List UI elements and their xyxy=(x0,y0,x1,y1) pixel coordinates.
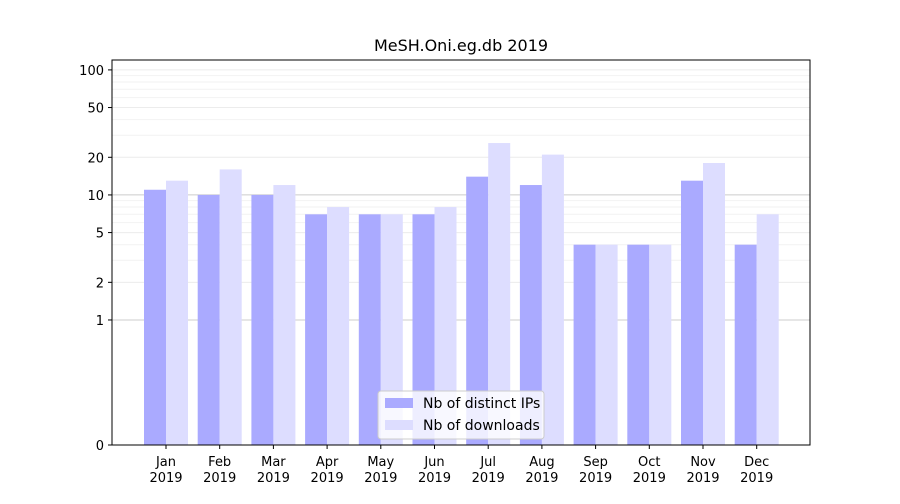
bar-downloads xyxy=(327,207,350,445)
bar-downloads xyxy=(703,163,725,445)
bar-downloads xyxy=(488,143,511,445)
x-axis: Jan2019Feb2019Mar2019Apr2019May2019Jun20… xyxy=(149,445,773,486)
bar-downloads xyxy=(273,185,296,445)
x-tick-label-month: Oct xyxy=(638,455,660,470)
y-tick-label: 50 xyxy=(87,102,104,117)
bar-distinct-ips xyxy=(412,214,435,445)
bar-downloads xyxy=(380,214,403,445)
bar-downloads xyxy=(219,169,242,445)
x-tick-label-month: Jul xyxy=(479,455,496,470)
x-tick-label-month: Sep xyxy=(583,455,608,470)
y-tick-label: 10 xyxy=(87,189,104,204)
y-axis: 0 1 2 5 10 20 50 100 xyxy=(79,64,112,454)
plot-frame xyxy=(111,59,811,446)
y-tick-label: 100 xyxy=(79,64,104,79)
bar-downloads xyxy=(595,244,618,445)
bar-distinct-ips xyxy=(197,194,220,445)
y-tick-label: 20 xyxy=(87,151,104,166)
x-tick-label-year: 2019 xyxy=(364,471,397,486)
x-tick-label-year: 2019 xyxy=(311,471,344,486)
x-tick-label-month: Apr xyxy=(316,455,339,470)
x-tick-label-year: 2019 xyxy=(525,471,558,486)
x-tick-label-month: Jan xyxy=(155,455,176,470)
bar-downloads xyxy=(166,180,188,445)
bar-distinct-ips xyxy=(305,214,328,445)
bar-downloads xyxy=(434,207,457,445)
legend-swatch-distinct-ips xyxy=(385,398,413,408)
x-tick-label-month: Dec xyxy=(744,455,769,470)
chart-title: MeSH.Oni.eg.db 2019 xyxy=(374,36,548,55)
bar-downloads xyxy=(541,154,564,446)
legend: Nb of distinct IPs Nb of downloads xyxy=(377,390,545,440)
bar-distinct-ips xyxy=(251,194,274,445)
bar-distinct-ips xyxy=(144,189,166,445)
bar-distinct-ips xyxy=(573,244,596,445)
bar-distinct-ips xyxy=(681,180,703,445)
bar-distinct-ips xyxy=(734,244,757,445)
bar-distinct-ips xyxy=(519,185,542,445)
x-tick-label-month: Feb xyxy=(208,455,231,470)
y-tick-label: 2 xyxy=(96,276,104,291)
bars-layer xyxy=(144,143,779,446)
y-tick-label: 0 xyxy=(96,439,104,454)
bar-downloads xyxy=(649,244,672,445)
x-tick-label-year: 2019 xyxy=(579,471,612,486)
x-tick-label-month: Nov xyxy=(690,455,716,470)
bar-distinct-ips xyxy=(627,244,650,445)
legend-box xyxy=(377,390,545,440)
bar-distinct-ips xyxy=(466,176,489,445)
y-tick-label: 5 xyxy=(96,227,104,242)
x-tick-label-year: 2019 xyxy=(203,471,236,486)
legend-swatch-downloads xyxy=(385,420,413,430)
x-tick-label-year: 2019 xyxy=(740,471,773,486)
legend-label-downloads: Nb of downloads xyxy=(423,418,540,434)
x-tick-label-year: 2019 xyxy=(257,471,290,486)
bar-downloads xyxy=(756,214,779,445)
x-tick-label-year: 2019 xyxy=(149,471,182,486)
x-tick-label-month: Mar xyxy=(261,455,286,470)
x-tick-label-month: May xyxy=(367,455,394,470)
legend-label-distinct-ips: Nb of distinct IPs xyxy=(423,396,540,412)
x-tick-label-year: 2019 xyxy=(633,471,666,486)
x-tick-label-month: Jun xyxy=(423,455,444,470)
x-tick-label-year: 2019 xyxy=(472,471,505,486)
x-tick-label-year: 2019 xyxy=(686,471,719,486)
bar-distinct-ips xyxy=(358,214,381,445)
x-tick-label-month: Aug xyxy=(529,455,554,470)
y-tick-label: 1 xyxy=(96,314,104,329)
x-tick-label-year: 2019 xyxy=(418,471,451,486)
